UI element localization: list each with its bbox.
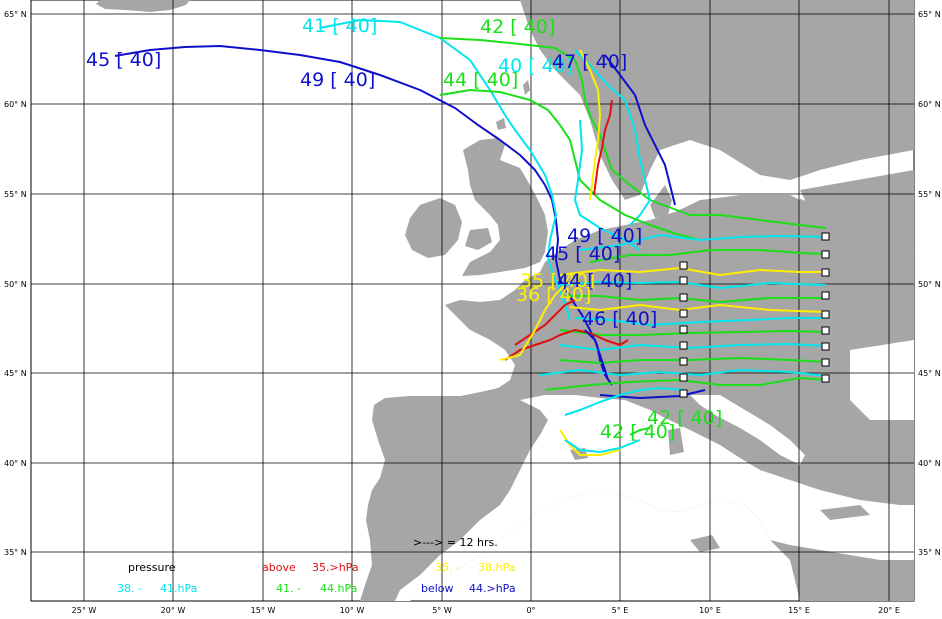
trajectory-label: 49 [ 40]: [567, 225, 642, 247]
trajectory-line: [629, 427, 651, 436]
legend-range1-end: 38.hPa: [478, 561, 515, 574]
lon-label: 0°: [526, 606, 535, 615]
trajectory-line: [593, 99, 613, 196]
trajectory-line: [564, 439, 641, 453]
legend-below-value: 44.>hPa: [469, 582, 516, 595]
trajectory-label: 45 [ 40]: [545, 243, 620, 265]
lat-label: 55° N: [918, 190, 941, 199]
lon-label: 5° W: [432, 606, 452, 615]
legend-range2-end: 41.hPa: [160, 582, 197, 595]
trajectory-label: 45 [ 40]: [86, 49, 161, 71]
legend-range2: 38. -: [117, 582, 142, 595]
lat-label: 45° N: [918, 369, 941, 378]
trajectory-line: [559, 357, 827, 364]
lat-label: 45° N: [4, 369, 27, 378]
trajectory-label: 40 [ 40]: [498, 55, 573, 77]
trajectory-line: [579, 49, 601, 201]
trajectory-line: [574, 317, 826, 326]
trajectory-line: [499, 284, 566, 361]
lon-label: 15° W: [251, 606, 276, 615]
trajectory-label: 41 [ 40]: [302, 15, 377, 37]
lat-label: 35° N: [918, 548, 941, 557]
legend-title: pressure: [128, 561, 176, 574]
legend-below-label: below: [421, 582, 454, 595]
lat-label: 60° N: [918, 100, 941, 109]
trajectory-line: [319, 19, 571, 321]
trajectory-label: 47 [ 40]: [552, 51, 627, 73]
lon-label: 10° W: [340, 606, 365, 615]
trajectory-label: 42 [ 40]: [600, 421, 675, 443]
lat-labels-left: 65° N 60° N 55° N 50° N 45° N 40° N 35° …: [4, 10, 27, 557]
lat-label: 35° N: [4, 548, 27, 557]
trajectories: [114, 19, 827, 456]
lon-labels: 25° W 20° W 15° W 10° W 5° W 0° 5° E 10°…: [72, 606, 900, 615]
legend-above-value: 35.>hPa: [312, 561, 359, 574]
lat-label: 65° N: [4, 10, 27, 19]
lat-label: 40° N: [918, 459, 941, 468]
trajectory-line: [604, 54, 676, 206]
trajectory-line: [574, 119, 641, 251]
trajectory-line: [514, 299, 576, 346]
lat-label: 50° N: [4, 280, 27, 289]
lat-labels-right: 65° N 60° N 55° N 50° N 45° N 40° N 35° …: [918, 10, 941, 557]
trajectory-line: [564, 387, 685, 416]
lon-label: 15° E: [788, 606, 810, 615]
trajectory-line: [589, 249, 827, 263]
trajectory-line: [574, 49, 651, 226]
trajectory-label: 35 [ 40]: [520, 270, 595, 292]
trajectory-label: 42 [ 40]: [647, 407, 722, 429]
lat-label: 65° N: [918, 10, 941, 19]
trajectory-labels: 41 [ 40] 42 [ 40] 45 [ 40] 49 [ 40] 44 […: [86, 15, 722, 443]
legend: >---> = 12 hrs. pressure above 35.>hPa 3…: [117, 536, 516, 595]
trajectory-label: 44 [ 40]: [443, 69, 518, 91]
trajectory-line: [584, 329, 609, 381]
trajectory-line: [559, 343, 827, 351]
lon-label: 20° W: [161, 606, 186, 615]
lat-label: 40° N: [4, 459, 27, 468]
trajectory-label: 44 [ 40]: [557, 270, 632, 292]
lon-label: 20° E: [878, 606, 900, 615]
legend-range3-end: 44.hPa: [320, 582, 357, 595]
endpoint-markers: [679, 232, 830, 398]
lat-label: 60° N: [4, 100, 27, 109]
trajectory-line: [579, 234, 827, 251]
lon-label: 10° E: [699, 606, 721, 615]
legend-range1: 35. -: [435, 561, 460, 574]
trajectory-label: 49 [ 40]: [300, 69, 375, 91]
trajectory-label: 46 [ 40]: [582, 308, 657, 330]
trajectory-label: 42 [ 40]: [480, 16, 555, 38]
graticule: [31, 0, 914, 601]
trajectory-line: [544, 377, 827, 391]
trajectory-label: 36 [ 40]: [516, 284, 591, 306]
trajectory-line: [114, 45, 613, 386]
trajectory-line: [599, 389, 706, 399]
lon-label: 5° E: [612, 606, 629, 615]
trajectory-line: [559, 329, 827, 336]
trajectory-line: [559, 267, 826, 276]
lat-label: 50° N: [918, 280, 941, 289]
lat-label: 55° N: [4, 190, 27, 199]
legend-arrow-note: >---> = 12 hrs.: [413, 536, 498, 549]
legend-above-label: above: [262, 561, 296, 574]
trajectory-line: [504, 329, 629, 361]
legend-range3: 41. -: [276, 582, 301, 595]
lon-label: 25° W: [72, 606, 97, 615]
trajectory-line: [439, 89, 701, 241]
